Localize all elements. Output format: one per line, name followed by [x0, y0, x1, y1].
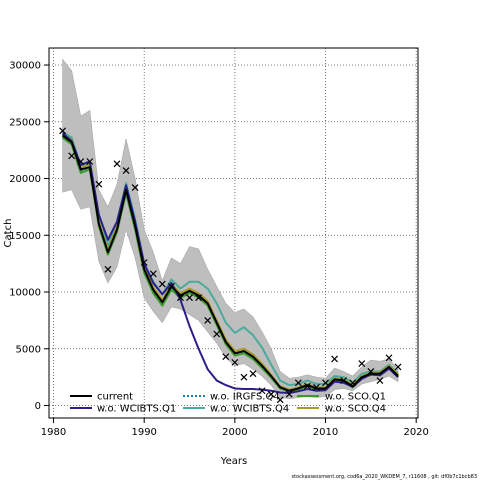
observed-point [340, 377, 348, 384]
observed-point [131, 184, 139, 192]
legend-label: w.o. WCIBTS.Q4 [210, 404, 289, 415]
footer-caption: stockassessment.org, cod6a_2020_WKDEM_7,… [291, 474, 477, 480]
observed-point [240, 373, 248, 381]
observed-point [267, 390, 275, 398]
observed-point [394, 363, 402, 371]
legend-label: current [97, 392, 133, 403]
observed-point [167, 282, 175, 290]
observed-point [86, 158, 94, 165]
observed-point [313, 383, 320, 391]
observed-point [213, 330, 221, 338]
legend-label: w.o. SCO.Q1 [325, 392, 386, 403]
observed-point [376, 377, 384, 384]
observed-point [186, 294, 193, 302]
observed-point [59, 127, 67, 135]
y-axis: 0 5000 10000 15000 20000 25000 30000 [9, 61, 49, 412]
y-tick-label: 25000 [9, 117, 41, 128]
observed-point [331, 355, 339, 363]
observed-point [77, 158, 85, 165]
observed-point [204, 316, 212, 324]
y-tick-label: 20000 [9, 174, 41, 185]
x-tick-label: 1980 [41, 427, 66, 438]
observed-point [222, 353, 230, 361]
observed-point [104, 265, 112, 273]
observed-points [59, 127, 402, 404]
y-tick-label: 15000 [9, 231, 41, 242]
observed-point [303, 382, 311, 390]
legend-label: w.o. WCIBTS.Q1 [97, 404, 176, 415]
observed-point [276, 396, 284, 404]
x-tick-label: 2010 [313, 427, 338, 438]
plot-frame [48, 47, 419, 419]
observed-point [358, 360, 366, 367]
observed-point [285, 390, 293, 398]
observed-point [195, 294, 203, 302]
series-line-current [61, 134, 399, 392]
observed-point [294, 379, 302, 387]
confidence-band [62, 58, 399, 400]
observed-point [113, 160, 121, 168]
observed-point [177, 294, 184, 302]
x-tick-label: 2000 [222, 427, 247, 438]
y-tick-label: 30000 [9, 61, 41, 72]
observed-point [349, 379, 357, 387]
y-axis-title: Catch [3, 219, 14, 248]
x-tick-label: 1990 [131, 427, 156, 438]
observed-point [95, 180, 103, 188]
confidence-band-area [62, 58, 399, 400]
observed-point [258, 387, 266, 395]
y-tick-label: 0 [35, 401, 41, 412]
x-tick-label: 2020 [403, 427, 428, 438]
observed-point [231, 358, 239, 366]
observed-point [385, 354, 393, 362]
observed-point [140, 259, 148, 266]
x-axis-title: Years [220, 456, 247, 467]
observed-point [122, 167, 130, 175]
observed-point [149, 270, 157, 278]
y-tick-label: 5000 [16, 344, 41, 355]
observed-point [249, 370, 257, 378]
x-axis: 1980 1990 2000 2010 2020 [41, 418, 429, 438]
observed-point [158, 280, 166, 288]
observed-point [68, 152, 76, 160]
legend-label: w.o. SCO.Q4 [325, 404, 386, 415]
observed-point [367, 368, 375, 375]
legend-label: w.o. IRGFS.Q4 [210, 392, 280, 403]
y-tick-label: 10000 [9, 288, 41, 299]
observed-point [322, 379, 329, 387]
